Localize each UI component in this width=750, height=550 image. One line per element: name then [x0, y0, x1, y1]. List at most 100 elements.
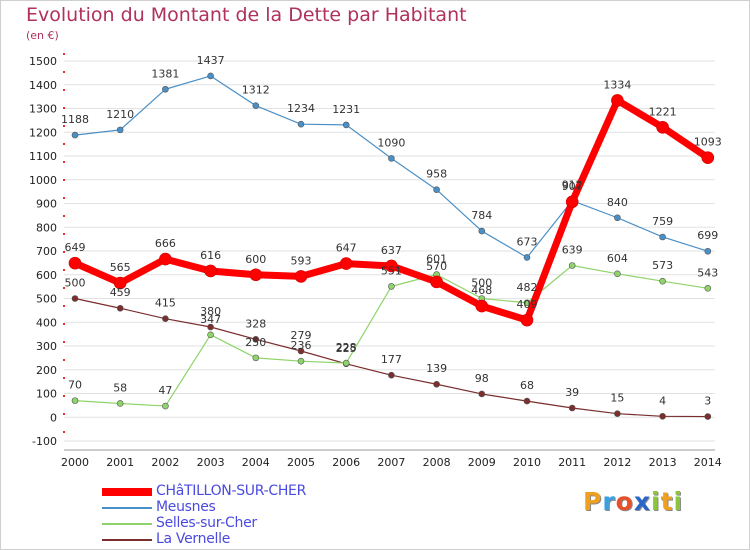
data-label-2: 70 — [68, 379, 82, 392]
data-label-3: 225 — [336, 342, 357, 355]
y-tick-label: 1100 — [29, 150, 57, 163]
data-point-1 — [162, 85, 169, 93]
y-tick-label: 0 — [50, 411, 57, 424]
x-tick-label: 2000 — [61, 456, 89, 469]
data-label-3: 415 — [155, 297, 176, 310]
data-label-1: 1437 — [197, 54, 225, 67]
data-point-0 — [430, 275, 443, 289]
data-point-2 — [388, 283, 395, 290]
data-point-0 — [565, 195, 579, 209]
data-label-1: 840 — [607, 196, 628, 209]
data-label-0: 1334 — [603, 78, 631, 91]
legend-label-selles: Selles-sur-Cher — [156, 515, 257, 531]
data-label-2: 482 — [517, 281, 538, 294]
data-label-1: 1210 — [106, 108, 134, 121]
data-label-3: 68 — [520, 379, 534, 392]
legend-label-vernelle: La Vernelle — [156, 531, 231, 547]
legend-label-meusnes: Meusnes — [156, 499, 216, 515]
y-tick-label: -100 — [32, 435, 57, 448]
data-label-2: 58 — [113, 381, 127, 394]
data-label-1: 1381 — [151, 67, 179, 80]
data-label-3: 380 — [200, 305, 221, 318]
y-tick-label: 900 — [36, 198, 57, 211]
logo-letter: P — [583, 487, 603, 516]
logo-letter: o — [615, 487, 634, 516]
y-tick-label: 400 — [36, 316, 57, 329]
data-label-3: 177 — [381, 353, 402, 366]
data-point-0 — [339, 257, 353, 270]
data-point-2 — [614, 270, 621, 278]
x-tick-label: 2011 — [558, 456, 586, 469]
data-label-2: 573 — [652, 259, 673, 272]
data-label-3: 15 — [610, 392, 624, 405]
data-point-3 — [207, 323, 214, 331]
y-tick-label: 1300 — [29, 103, 57, 116]
x-tick-label: 2010 — [513, 456, 541, 469]
data-point-3 — [568, 404, 576, 412]
data-point-0 — [475, 299, 489, 313]
x-tick-label: 2004 — [242, 456, 270, 469]
data-label-1: 1231 — [332, 103, 360, 116]
data-point-0 — [204, 264, 217, 278]
data-point-1 — [207, 72, 214, 80]
data-label-3: 98 — [475, 372, 489, 385]
data-label-0: 647 — [336, 242, 357, 255]
data-label-1: 784 — [471, 209, 492, 222]
legend-swatch-meusnes — [102, 507, 152, 509]
y-tick-label: 1400 — [29, 79, 57, 92]
x-tick-label: 2008 — [423, 456, 451, 469]
data-point-0 — [520, 313, 534, 327]
x-tick-label: 2009 — [468, 456, 496, 469]
data-point-0 — [68, 256, 82, 270]
data-point-3 — [433, 380, 440, 388]
data-point-1 — [388, 155, 395, 162]
data-point-3 — [614, 410, 621, 417]
data-point-2 — [659, 277, 666, 285]
legend-swatch-selles — [102, 523, 152, 525]
data-point-2 — [162, 402, 169, 410]
data-label-2: 604 — [607, 252, 628, 265]
data-label-0: 593 — [291, 254, 312, 267]
data-point-3 — [704, 413, 712, 420]
data-label-3: 328 — [245, 317, 266, 330]
data-label-2: 228 — [336, 341, 357, 354]
logo-letter: t — [660, 487, 674, 516]
y-tick-label: 700 — [36, 245, 57, 258]
data-label-3: 39 — [565, 386, 579, 399]
y-tick-label: 1500 — [29, 55, 57, 68]
data-label-1: 759 — [652, 215, 673, 228]
y-tick-label: 200 — [36, 364, 57, 377]
x-tick-label: 2012 — [603, 456, 631, 469]
y-tick-label: 1000 — [29, 174, 57, 187]
data-point-2 — [116, 400, 124, 407]
data-point-2 — [342, 359, 350, 367]
data-point-1 — [614, 214, 621, 222]
data-point-0 — [159, 252, 172, 266]
data-label-0: 1093 — [694, 136, 722, 149]
data-label-2: 639 — [562, 243, 583, 256]
data-label-3: 139 — [426, 362, 447, 375]
logo-letter: i — [673, 487, 684, 516]
data-point-3 — [659, 412, 666, 420]
data-point-0 — [611, 94, 624, 107]
data-point-1 — [116, 126, 124, 134]
y-tick-label: 300 — [36, 340, 57, 353]
data-point-3 — [523, 397, 531, 405]
data-point-0 — [113, 276, 127, 290]
x-tick-label: 2003 — [197, 456, 225, 469]
data-point-0 — [701, 151, 715, 164]
data-label-2: 47 — [158, 384, 172, 397]
data-label-3: 500 — [65, 277, 86, 290]
x-tick-label: 2014 — [694, 456, 722, 469]
data-point-2 — [297, 357, 305, 365]
data-point-3 — [478, 390, 486, 398]
data-label-1: 1188 — [61, 113, 89, 126]
data-label-1: 1312 — [242, 84, 270, 97]
y-tick-label: 500 — [36, 293, 57, 306]
data-point-3 — [297, 347, 305, 355]
data-point-0 — [249, 268, 263, 282]
x-tick-label: 2007 — [377, 456, 405, 469]
data-label-2: 551 — [381, 264, 402, 277]
logo-letter: x — [633, 487, 651, 516]
data-label-0: 649 — [65, 241, 86, 254]
